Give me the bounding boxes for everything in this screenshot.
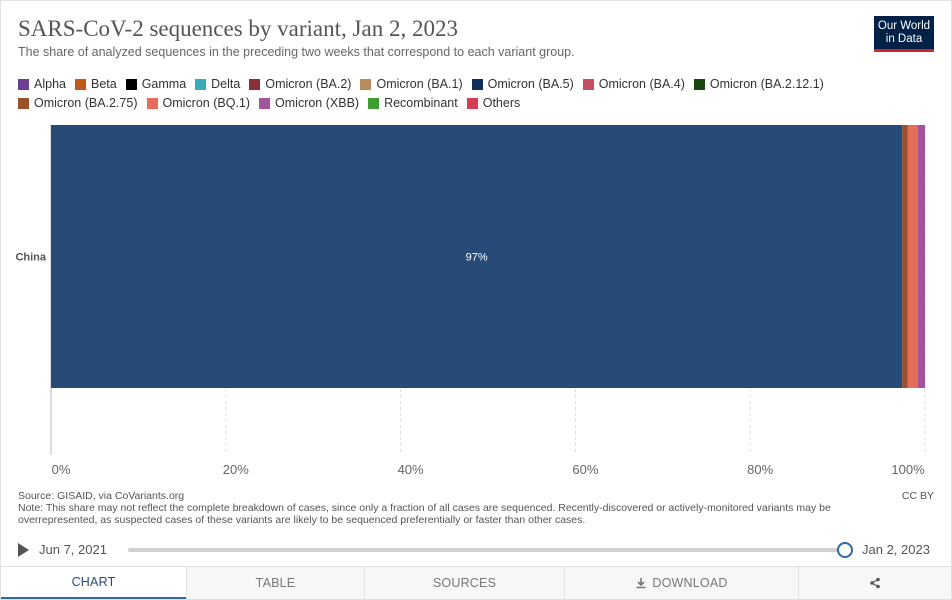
legend-swatch [74,79,86,90]
legend-label: Delta [211,77,241,91]
source-text[interactable]: Source: GISAID, via CoVariants.org [18,490,185,502]
timeline-track[interactable] [128,548,846,552]
legend-swatch [18,79,29,90]
legend: Alpha Beta Gamma Delta Omicron (BA.2) Omicron… [18,76,898,114]
legend-label: Gamma [141,77,187,91]
legend-item[interactable]: Others [466,95,521,112]
legend-swatch [582,79,594,90]
legend-item[interactable]: Omicron (BA.4) [582,76,685,93]
bar-segment [907,125,919,388]
legend-label: Others [482,96,521,110]
category-label: China [15,252,46,264]
tab-chart-label: CHART [71,575,116,589]
legend-swatch [471,79,483,90]
legend-swatch [466,98,478,109]
logo-line-2: in Data [885,33,923,45]
bar-segment [918,125,925,388]
bar-segment [902,125,908,388]
play-icon[interactable] [18,543,29,557]
legend-item[interactable]: Omicron (XBB) [259,95,359,112]
timeline-handle[interactable] [837,542,853,558]
legend-item[interactable]: Omicron (BA.2.12.1) [693,76,824,93]
legend-label: Omicron (BA.4) [598,77,685,91]
legend-swatch [249,79,261,90]
tab-chart[interactable]: CHART [1,567,186,599]
legend-item[interactable]: Omicron (BA.2.75) [18,95,138,112]
legend-label: Omicron (BA.1) [376,77,463,91]
legend-swatch [360,79,372,90]
legend-item[interactable]: Alpha [18,76,66,93]
chart-plot: 0% 20% 40% 60% 80% 100% China 97% [15,125,926,477]
legend-label: Beta [90,77,117,91]
legend-label: Omicron (BA.2.75) [34,96,138,110]
legend-swatch [18,98,29,109]
timeline-start-date[interactable]: Jun 7, 2021 [39,542,107,557]
timeline-end-date[interactable]: Jan 2, 2023 [862,542,930,557]
tab-sources[interactable]: SOURCES [364,567,564,599]
legend-item[interactable]: Gamma [125,76,187,93]
legend-label: Alpha [34,77,66,91]
legend-item[interactable]: Recombinant [368,95,458,112]
legend-swatch [195,79,207,90]
x-tick-label: 40% [398,462,424,477]
tab-download-label: DOWNLOAD [652,576,728,590]
legend-swatch [368,98,380,109]
x-tick-label: 100% [891,462,925,477]
tab-share[interactable] [798,567,951,599]
legend-label: Omicron (XBB) [275,96,360,110]
chart-subtitle: The share of analyzed sequences in the p… [18,45,575,59]
timeline: Jun 7, 2021 Jan 2, 2023 [18,540,934,560]
tab-sources-label: SOURCES [432,576,497,590]
chart-title: SARS-CoV-2 sequences by variant, Jan 2, … [18,16,458,41]
tab-bar: CHART TABLE SOURCES DOWNLOAD [1,566,951,599]
legend-item[interactable]: Omicron (BA.1) [360,76,463,93]
license-link[interactable]: CC BY [901,490,934,502]
legend-label: Omicron (BA.2.12.1) [709,77,824,91]
x-tick-label: 20% [223,462,249,477]
note-text: Note: This share may not reflect the com… [18,502,831,526]
legend-item[interactable]: Delta [195,76,240,93]
legend-swatch [259,98,271,109]
legend-label: Omicron (BA.2) [265,77,352,91]
download-icon [636,578,646,589]
bar-segment [51,125,903,388]
legend-swatch [146,98,158,109]
x-tick-label: 80% [747,462,773,477]
legend-label: Omicron (BQ.1) [162,96,251,110]
legend-label: Recombinant [384,96,458,110]
legend-item[interactable]: Beta [74,76,117,93]
legend-swatch [693,79,705,90]
tab-table[interactable]: TABLE [186,567,364,599]
legend-label: Omicron (BA.5) [487,77,574,91]
share-icon [870,577,880,589]
legend-item[interactable]: Omicron (BA.2) [249,76,351,93]
x-tick-label: 60% [572,462,598,477]
legend-item[interactable]: Omicron (BA.5) [471,76,574,93]
legend-item[interactable]: Omicron (BQ.1) [146,95,251,112]
data-label: 97% [466,252,488,264]
logo-line-1: Our World [877,20,931,32]
tab-download[interactable]: DOWNLOAD [564,567,798,599]
source-note: Source: GISAID, via CoVariants.org Note:… [18,490,878,526]
legend-swatch [125,79,137,90]
owid-logo[interactable]: Our World in Data [874,16,934,52]
x-tick-label: 0% [52,462,71,477]
tab-table-label: TABLE [255,576,296,590]
